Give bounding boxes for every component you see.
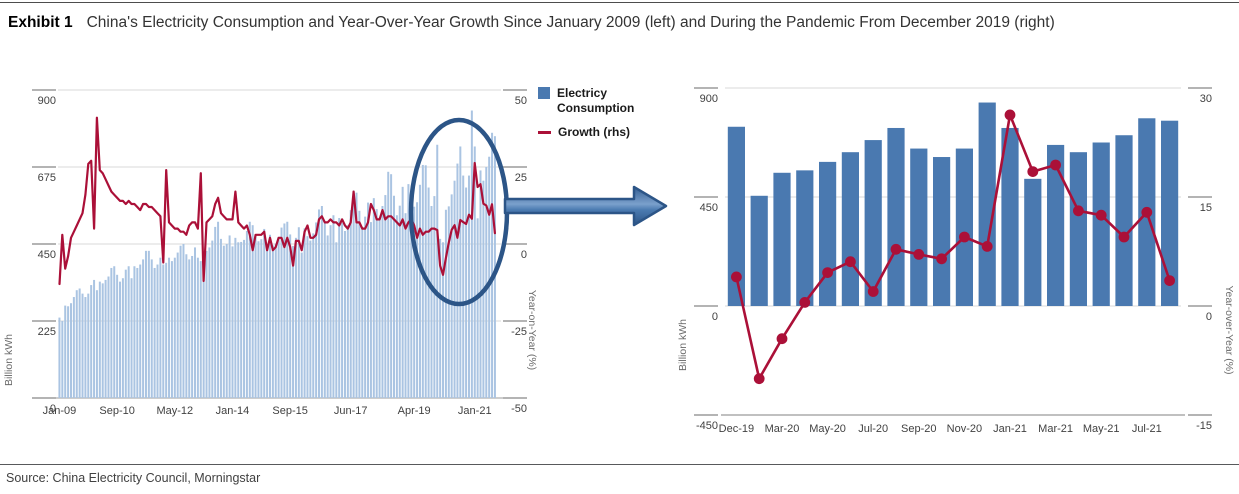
consumption-legend-label: Electricy Consumption: [557, 86, 635, 115]
svg-text:May-12: May-12: [156, 405, 193, 417]
exhibit-label: Exhibit 1: [8, 14, 73, 31]
svg-text:Jan-21: Jan-21: [458, 405, 492, 417]
svg-text:-15: -15: [1196, 420, 1212, 432]
svg-text:Mar-20: Mar-20: [765, 423, 800, 435]
chart-legend: Electricy Consumption Growth (rhs): [538, 86, 648, 149]
svg-text:900: 900: [38, 95, 56, 107]
svg-text:0: 0: [1206, 311, 1212, 323]
exhibit-header: Exhibit 1 China's Electricity Consumption…: [8, 14, 1228, 32]
consumption-bars: [727, 102, 1179, 306]
svg-text:Jul-20: Jul-20: [858, 423, 888, 435]
legend-item-consumption: Electricy Consumption: [538, 86, 648, 116]
svg-text:Dec-19: Dec-19: [719, 423, 754, 435]
svg-text:Nov-20: Nov-20: [947, 423, 982, 435]
source-note: Source: China Electricity Council, Morni…: [6, 471, 261, 485]
svg-text:0: 0: [712, 311, 718, 323]
svg-text:0: 0: [50, 403, 56, 415]
svg-text:May-21: May-21: [1083, 423, 1120, 435]
growth-legend-label: Growth (rhs): [558, 125, 630, 139]
svg-text:0: 0: [521, 249, 527, 261]
legend-item-growth: Growth (rhs): [538, 125, 648, 140]
svg-text:-450: -450: [696, 420, 718, 432]
svg-text:Apr-19: Apr-19: [398, 405, 431, 417]
svg-text:900: 900: [700, 93, 718, 105]
svg-text:450: 450: [38, 249, 56, 261]
svg-text:Sep-20: Sep-20: [901, 423, 936, 435]
svg-text:Jan-14: Jan-14: [216, 405, 250, 417]
consumption-bars: [58, 110, 496, 398]
svg-text:Sep-10: Sep-10: [99, 405, 134, 417]
chart-body: 900 450 0 -450 30 15 0 -15 Dec-19 Mar-20 May-20 Jul…: [677, 87, 1235, 435]
chart-body: 900 675 450 225 0 50 25 0 -25 -50 Jan-09 Sep-10 May-…: [3, 89, 538, 417]
bottom-divider: [0, 464, 1239, 465]
y-axis-right-title: Year-on-Year (%): [526, 290, 538, 370]
right-chart: 900 450 0 -450 30 15 0 -15 Dec-19 Mar-20 May-20 Jul…: [677, 87, 1235, 435]
svg-text:50: 50: [515, 95, 527, 107]
svg-text:Jun-17: Jun-17: [334, 405, 368, 417]
svg-text:15: 15: [1200, 202, 1212, 214]
svg-text:25: 25: [515, 172, 527, 184]
svg-text:Sep-15: Sep-15: [272, 405, 307, 417]
y-axis-left-title: Billion kWh: [677, 319, 689, 371]
svg-text:675: 675: [38, 172, 56, 184]
top-divider: [0, 2, 1239, 3]
y-axis-right-title: Year-over-Year (%): [1223, 285, 1235, 374]
svg-text:450: 450: [700, 202, 718, 214]
consumption-swatch-icon: [538, 87, 550, 99]
svg-text:225: 225: [38, 326, 56, 338]
svg-text:30: 30: [1200, 93, 1212, 105]
svg-text:-50: -50: [511, 403, 527, 415]
svg-text:-25: -25: [511, 326, 527, 338]
exhibit-title: China's Electricity Consumption and Year…: [86, 14, 1055, 31]
svg-text:May-20: May-20: [809, 423, 846, 435]
svg-text:Jan-09: Jan-09: [43, 405, 77, 417]
svg-text:Jan-21: Jan-21: [993, 423, 1027, 435]
growth-line-markers: [731, 109, 1175, 385]
y-axis-left-title: Billion kWh: [3, 334, 15, 386]
growth-line-swatch-icon: [538, 131, 551, 134]
svg-text:Mar-21: Mar-21: [1038, 423, 1073, 435]
svg-text:Jul-21: Jul-21: [1132, 423, 1162, 435]
